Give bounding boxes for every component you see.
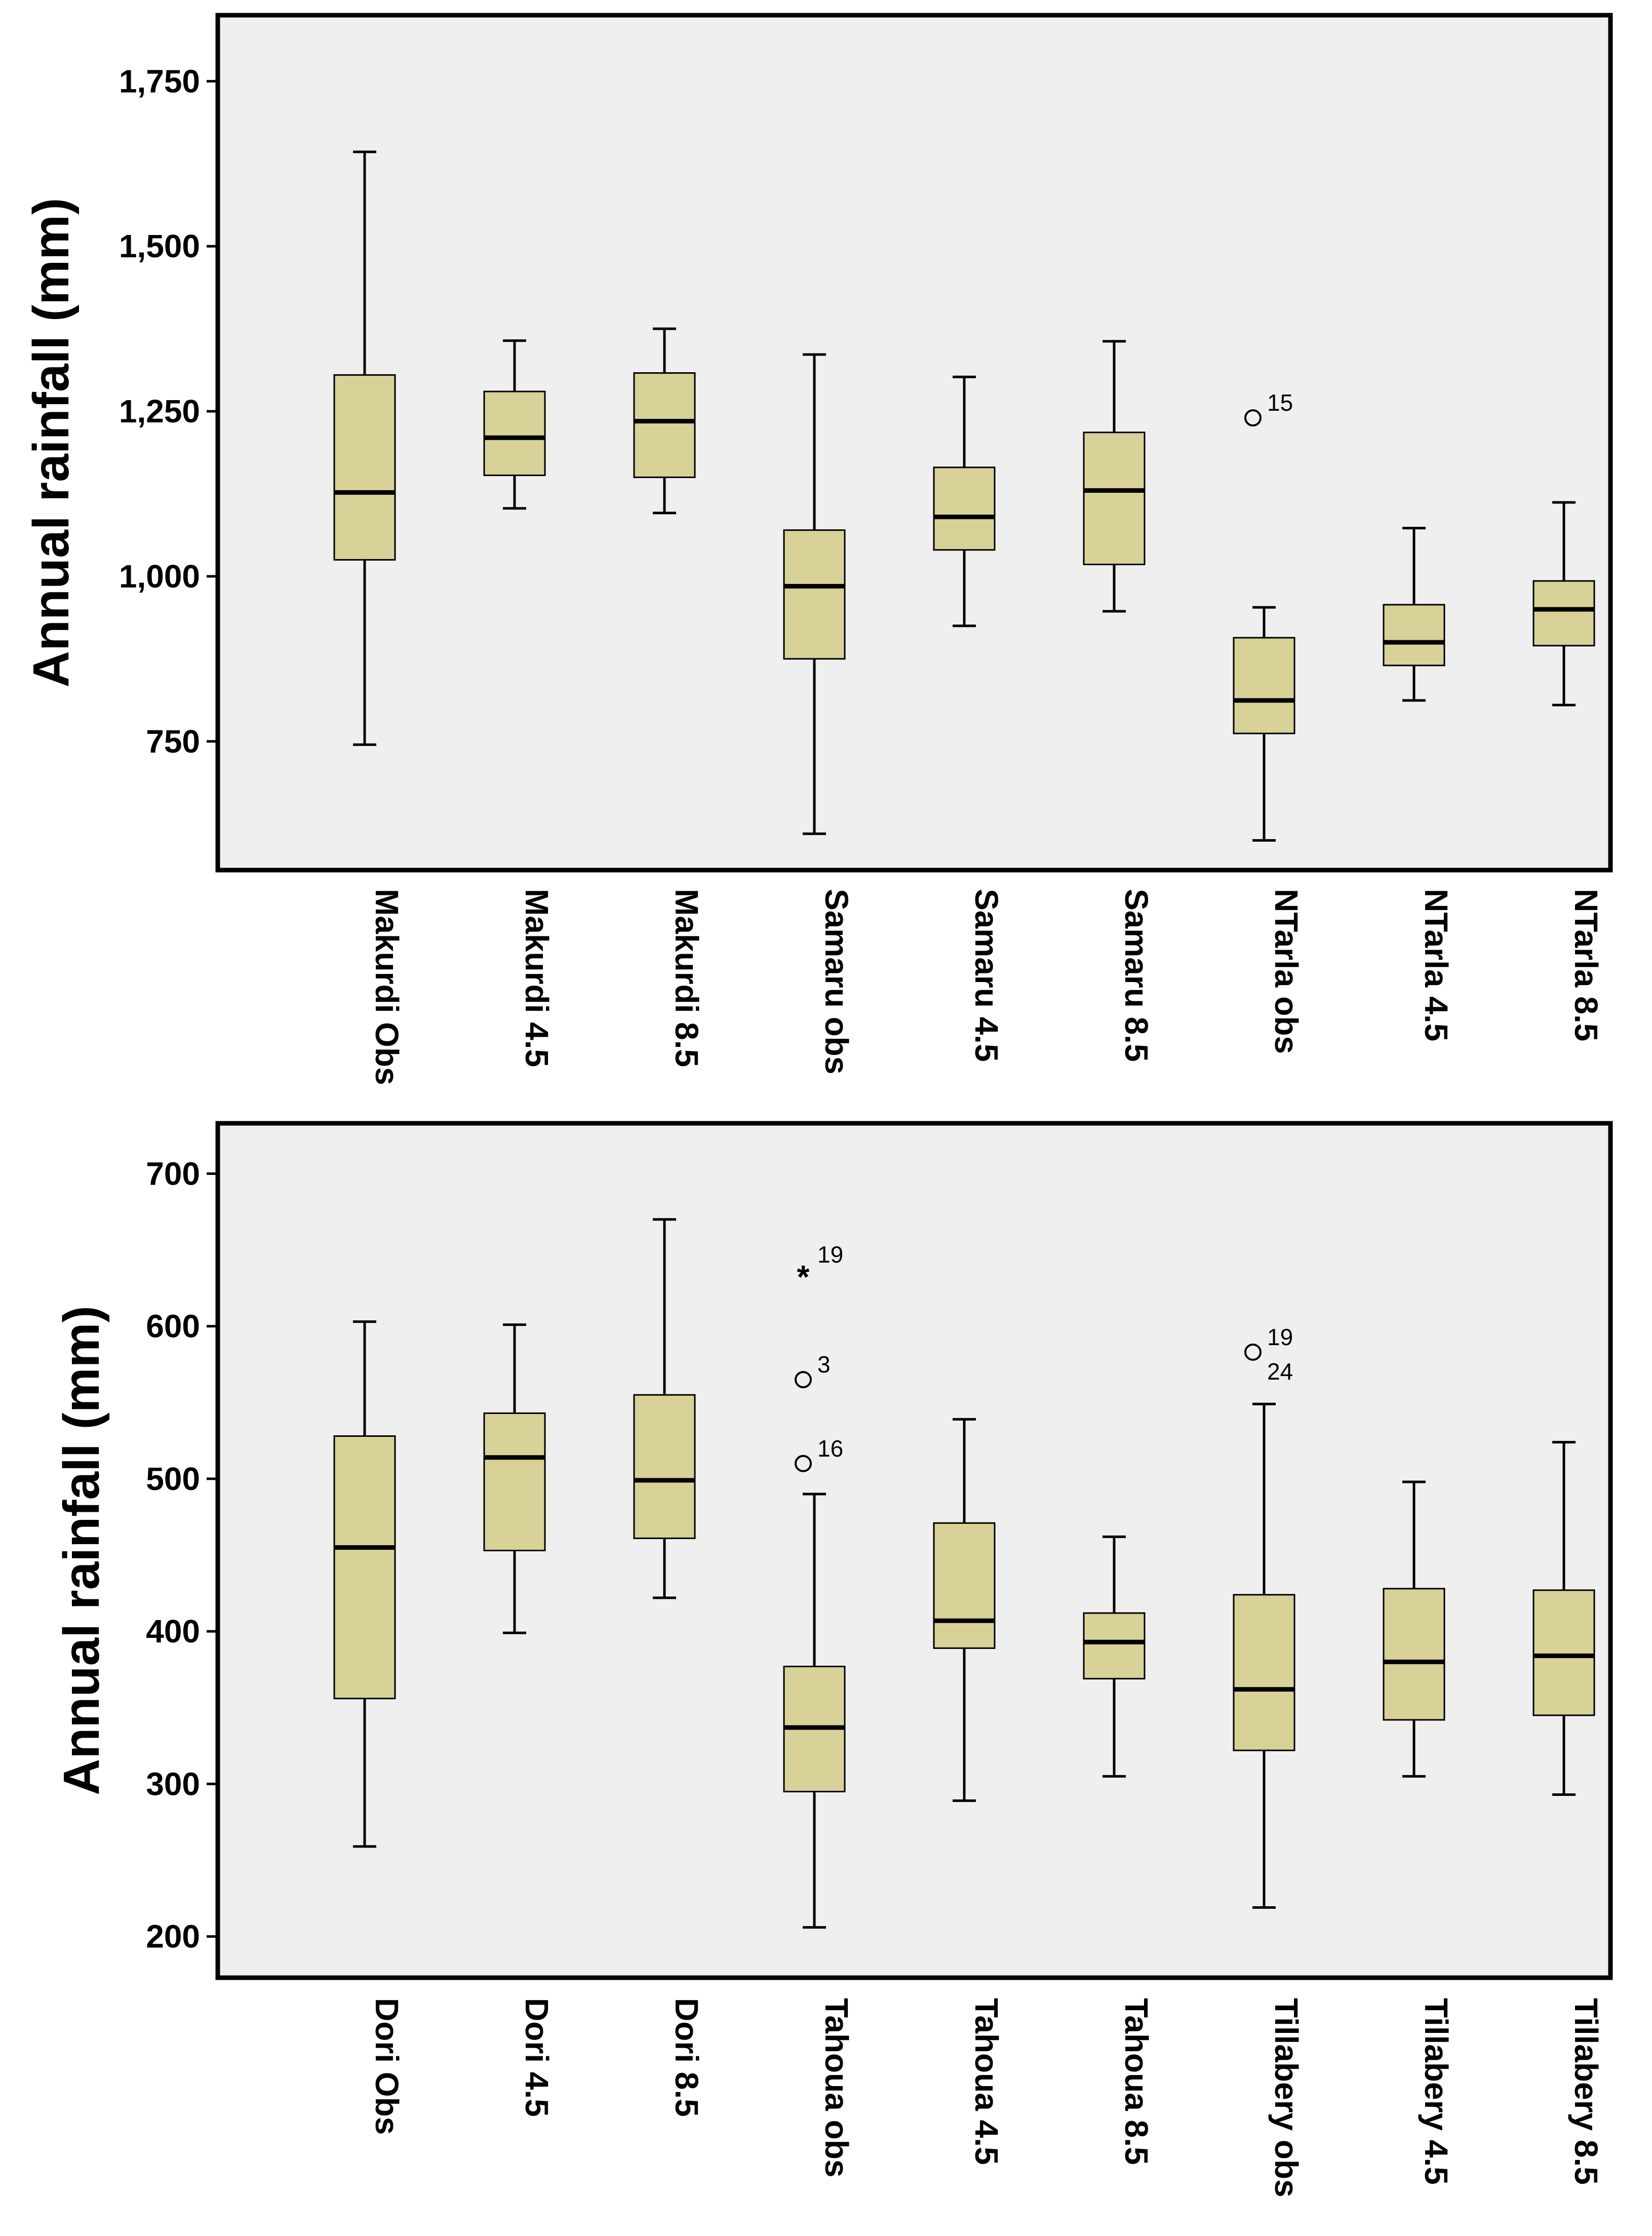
x-category-label: Tahoua 4.5 [968, 1998, 1005, 2165]
iqr-box [1383, 604, 1445, 666]
outlier-label: 16 [817, 1435, 843, 1462]
box-tahoua-45 [933, 1418, 996, 1802]
x-category-label: Dori Obs [369, 1998, 405, 2135]
iqr-box [633, 372, 696, 478]
x-category-label: Samaru 4.5 [968, 889, 1005, 1062]
boxplot-panel-top: 750 1,000 1,250 1,500 1,750 Annual rainfall (… [23, 13, 1613, 1085]
box-ntarla-45 [1383, 527, 1445, 702]
x-category-label: Makurdi Obs [369, 889, 405, 1085]
outlier-marker [795, 1455, 812, 1472]
plot-area [218, 15, 1610, 870]
iqr-box [933, 1522, 996, 1649]
box-makurdi-obs [333, 150, 396, 746]
box-dori-obs [333, 1320, 396, 1848]
x-category-label: Samaru 8.5 [1118, 889, 1155, 1062]
iqr-box [1233, 1594, 1295, 1751]
plot-area [218, 1123, 1610, 1978]
x-category-label: Tillabery 4.5 [1418, 1998, 1454, 2185]
y-tick-label: 700 [146, 1155, 200, 1192]
iqr-box [1233, 637, 1295, 734]
iqr-box [1383, 1588, 1445, 1721]
iqr-box [483, 1412, 546, 1551]
box-ntarla-85 [1532, 501, 1595, 707]
outlier-extreme-marker: * [797, 1259, 810, 1295]
iqr-box [783, 529, 846, 660]
iqr-box [1083, 431, 1146, 565]
box-makurdi-85 [633, 327, 696, 515]
x-category-label: Tahoua obs [818, 1998, 855, 2177]
x-category-label: Dori 8.5 [668, 1998, 705, 2117]
iqr-box [333, 374, 396, 561]
y-tick-label: 500 [146, 1461, 200, 1497]
x-category-label: Dori 4.5 [519, 1998, 555, 2117]
box-tillabery-45 [1383, 1480, 1445, 1778]
x-category-label: Tahoua 8.5 [1118, 1998, 1155, 2165]
box-ntarla-obs: 15 [1233, 389, 1295, 842]
y-tick-label: 750 [146, 723, 200, 760]
box-tahoua-obs: * 19 3 16 [783, 1241, 846, 1929]
iqr-box [333, 1435, 396, 1700]
y-tick-label: 1,250 [119, 393, 200, 429]
x-category-label: Tillabery obs [1268, 1998, 1305, 2198]
x-category-label: Makurdi 8.5 [668, 889, 705, 1067]
plot-frame [215, 13, 1613, 873]
outlier-marker [1244, 1343, 1262, 1361]
x-category-label: NTarla 4.5 [1418, 889, 1454, 1041]
y-axis-title: Annual rainfall (mm) [53, 1306, 110, 1795]
y-tick-label: 1,000 [119, 558, 200, 595]
iqr-box [933, 466, 996, 551]
box-samaru-obs [783, 353, 846, 835]
outlier-label: 24 [1267, 1358, 1293, 1385]
boxplot-panel-bottom: 200 300 400 500 600 700 Annual rainfall (mm) Do… [53, 1121, 1613, 2198]
box-samaru-45 [933, 375, 996, 627]
x-category-label: Makurdi 4.5 [519, 889, 555, 1067]
x-category-label: NTarla obs [1268, 889, 1305, 1054]
box-dori-45 [483, 1323, 546, 1634]
plot-frame [215, 1121, 1613, 1980]
box-dori-85 [633, 1218, 696, 1599]
y-axis-title: Annual rainfall (mm) [23, 198, 80, 688]
iqr-box [633, 1394, 696, 1539]
outlier-marker [795, 1371, 812, 1389]
outlier-label: 19 [1267, 1324, 1293, 1350]
box-samaru-85 [1083, 340, 1146, 613]
outlier-label: 19 [817, 1241, 843, 1268]
y-tick-label: 300 [146, 1766, 200, 1802]
y-tick-label: 400 [146, 1613, 200, 1650]
iqr-box [483, 390, 546, 477]
outlier-marker [1244, 409, 1262, 427]
outlier-label: 15 [1267, 389, 1293, 416]
x-category-label: NTarla 8.5 [1568, 889, 1604, 1041]
y-tick-label: 200 [146, 1918, 200, 1955]
box-tillabery-85 [1532, 1441, 1595, 1796]
box-tahoua-85 [1083, 1535, 1146, 1778]
box-makurdi-45 [483, 339, 546, 510]
x-category-label: Tillabery 8.5 [1568, 1998, 1604, 2185]
y-tick-label: 600 [146, 1308, 200, 1345]
iqr-box [1532, 1589, 1595, 1716]
y-tick-label: 1,500 [119, 228, 200, 264]
iqr-box [1532, 580, 1595, 647]
y-tick-label: 1,750 [119, 63, 200, 99]
outlier-label: 3 [817, 1351, 831, 1378]
iqr-box [1083, 1612, 1146, 1680]
x-category-label: Samaru obs [818, 889, 855, 1074]
